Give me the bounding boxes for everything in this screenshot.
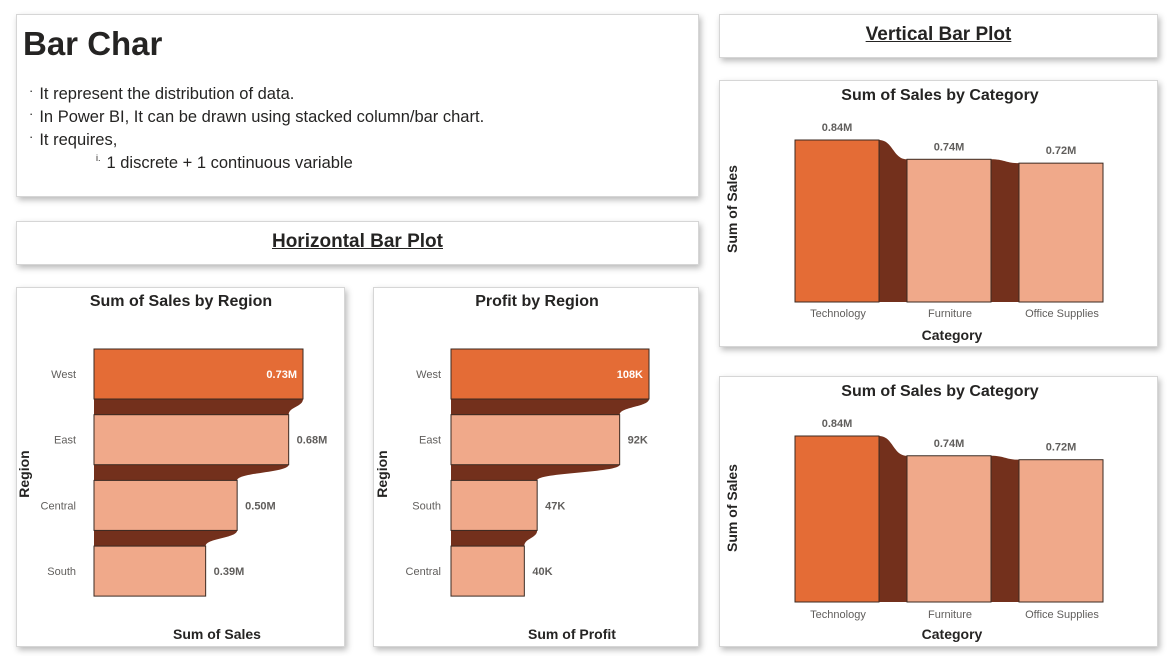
- data-label: 0.72M: [1046, 145, 1077, 157]
- intro-bullet-3-text: It requires,: [39, 131, 118, 149]
- data-label: 0.68M: [297, 435, 328, 447]
- data-label: 92K: [628, 435, 648, 447]
- bar: [93, 545, 207, 597]
- category-label: Office Supplies: [1025, 308, 1099, 320]
- bar: [794, 139, 880, 303]
- data-label: 108K: [617, 369, 643, 381]
- x-axis-title: Sum of Sales: [173, 626, 261, 642]
- sales-by-category-card-2[interactable]: Sum of Sales by Category 0.84M Technology 0…: [719, 376, 1158, 647]
- data-label: 47K: [545, 500, 565, 512]
- category-label: East: [54, 435, 76, 447]
- y-axis-title: Sum of Sales: [724, 165, 740, 253]
- data-label: 0.73M: [266, 369, 297, 381]
- bar: [93, 414, 290, 466]
- chart-title: Sum of Sales by Category: [841, 87, 1038, 104]
- sub-bullet-text: 1 discrete + 1 continuous variable: [106, 154, 353, 172]
- intro-card: Bar Char · It represent the distribution …: [16, 14, 699, 197]
- sales-by-region-chart[interactable]: Sum of Sales by Region West 0.73M East 0.68M…: [16, 288, 344, 646]
- x-axis-title: Category: [922, 626, 983, 642]
- intro-title: Bar Char: [23, 25, 163, 62]
- bar: [794, 435, 880, 603]
- bar: [906, 455, 992, 603]
- category-label: West: [51, 369, 76, 381]
- intro-bullet-1-text: It represent the distribution of data.: [39, 85, 295, 103]
- bar: [1018, 162, 1104, 303]
- intro-bullet-2: · In Power BI, It can be drawn using stac…: [29, 106, 485, 127]
- bar: [93, 479, 238, 531]
- ribbon-connector: [94, 464, 289, 481]
- sales-by-category-card-1[interactable]: Sum of Sales by Category 0.84M Technology 0…: [719, 80, 1158, 347]
- x-axis-title: Category: [922, 327, 983, 343]
- data-label: 0.39M: [214, 566, 245, 578]
- bar: [906, 158, 992, 303]
- category-label: South: [47, 566, 76, 578]
- data-label: 0.72M: [1046, 442, 1077, 454]
- category-label: Furniture: [928, 609, 972, 621]
- ribbon-connector: [991, 455, 1019, 602]
- horizontal-banner: Horizontal Bar Plot: [16, 221, 699, 265]
- bar: [93, 348, 304, 400]
- ribbon-connector: [94, 530, 238, 547]
- ribbon-connector: [451, 530, 538, 547]
- category-label: Central: [406, 566, 441, 578]
- vertical-banner-title: Vertical Bar Plot: [865, 24, 1012, 45]
- bar: [450, 545, 525, 597]
- category-label: Central: [41, 500, 76, 512]
- category-label: Technology: [810, 609, 866, 621]
- data-label: 0.50M: [245, 500, 276, 512]
- profit-by-region-chart[interactable]: Profit by Region West 108K East 92K South 47K C…: [374, 288, 698, 646]
- y-axis-title: Region: [17, 450, 32, 497]
- vertical-banner: Vertical Bar Plot: [719, 14, 1158, 58]
- ribbon-connector: [991, 159, 1019, 302]
- category-label: South: [412, 500, 441, 512]
- bullet-dot: ·: [29, 129, 34, 144]
- ribbon-connector: [879, 436, 907, 602]
- category-label: West: [416, 369, 441, 381]
- bar: [450, 348, 650, 400]
- category-label: Office Supplies: [1025, 609, 1099, 621]
- ribbon-connector: [451, 464, 620, 481]
- data-label: 0.74M: [934, 438, 965, 450]
- sales-by-category-chart-1[interactable]: Sum of Sales by Category 0.84M Technology 0…: [720, 81, 1157, 346]
- data-label: 0.84M: [822, 122, 853, 134]
- data-label: 0.84M: [822, 418, 853, 430]
- intro-bullet-2-text: In Power BI, It can be drawn using stack…: [39, 108, 485, 126]
- intro-sub-bullet: i. 1 discrete + 1 continuous variable: [96, 153, 353, 173]
- bullet-dot: ·: [29, 106, 34, 121]
- x-axis-title: Sum of Profit: [528, 626, 616, 642]
- horizontal-banner-title: Horizontal Bar Plot: [271, 231, 443, 252]
- chart-title: Sum of Sales by Region: [90, 293, 272, 310]
- chart-title: Profit by Region: [475, 293, 599, 310]
- category-label: Technology: [810, 308, 866, 320]
- ribbon-connector: [451, 399, 649, 415]
- bullet-dot: ·: [29, 83, 34, 98]
- intro-bullet-3: · It requires,: [29, 129, 118, 150]
- intro-bullet-1: · It represent the distribution of data.: [29, 83, 295, 104]
- data-label: 0.74M: [934, 141, 965, 153]
- y-axis-title: Region: [374, 450, 390, 497]
- ribbon-connector: [94, 399, 303, 415]
- sales-by-region-card[interactable]: Sum of Sales by Region West 0.73M East 0.68M…: [16, 287, 345, 647]
- bar: [450, 414, 621, 466]
- chart-title: Sum of Sales by Category: [841, 383, 1038, 400]
- y-axis-title: Sum of Sales: [724, 464, 740, 552]
- bar: [450, 479, 538, 531]
- sub-bullet-marker: i.: [96, 153, 101, 163]
- data-label: 40K: [532, 566, 552, 578]
- bar: [1018, 459, 1104, 603]
- profit-by-region-card[interactable]: Profit by Region West 108K East 92K South 47K C…: [373, 287, 699, 647]
- category-label: East: [419, 435, 441, 447]
- sales-by-category-chart-2[interactable]: Sum of Sales by Category 0.84M Technology 0…: [720, 377, 1157, 646]
- category-label: Furniture: [928, 308, 972, 320]
- ribbon-connector: [879, 140, 907, 302]
